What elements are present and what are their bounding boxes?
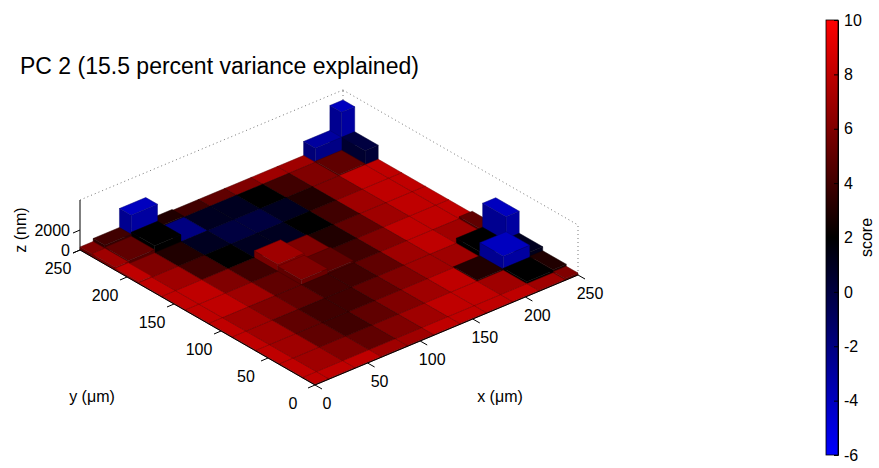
y-tick-label: 100 (186, 341, 213, 358)
colorbar-tick: -6 (834, 447, 858, 464)
colorbar-tick: 2 (834, 229, 853, 246)
colorbar-title: score (858, 218, 875, 257)
x-tick-label: 100 (419, 351, 446, 368)
z-tick-label: 2000 (34, 222, 70, 239)
x-tick (473, 319, 480, 323)
colorbar-tick-mark (834, 183, 838, 184)
z-tick (73, 230, 80, 233)
colorbar-tick-mark (834, 74, 838, 75)
colorbar-tick-label: -6 (844, 447, 858, 464)
colorbar-tick: -2 (834, 338, 858, 355)
x-tick (578, 275, 585, 279)
x-tick-label: 150 (471, 329, 498, 346)
colorbar-tick: 6 (834, 120, 853, 137)
z-tick (73, 250, 80, 253)
colorbar-tick: 8 (834, 66, 853, 83)
y-tick (167, 304, 174, 307)
cell-top (330, 100, 355, 112)
colorbar (826, 20, 838, 455)
y-tick-label: 250 (45, 260, 72, 277)
colorbar-tick-label: 10 (844, 12, 862, 29)
colorbar-tick-label: -2 (844, 338, 858, 355)
cell-top (342, 132, 379, 151)
colorbar-tick-label: 8 (844, 66, 853, 83)
y-axis-line (80, 250, 315, 385)
x-tick-label: 250 (577, 285, 604, 302)
z-tick-label: 0 (61, 242, 70, 259)
box (80, 90, 578, 275)
y-tick (73, 250, 80, 253)
colorbar-tick-label: 4 (844, 175, 853, 192)
colorbar-tick: -4 (834, 392, 858, 409)
y-axis-title: y (μm) (69, 388, 115, 405)
x-axis-line (315, 275, 578, 385)
y-tick (308, 385, 315, 388)
colorbar-tick-mark (834, 20, 838, 21)
y-tick-label: 50 (237, 368, 255, 385)
colorbar-tick-mark (834, 346, 838, 347)
cell-top (483, 198, 520, 217)
box-edge (80, 90, 343, 200)
colorbar-tick: 10 (834, 12, 862, 29)
colorbar-tick-mark (834, 238, 838, 239)
colorbar-tick-label: 0 (844, 283, 853, 300)
x-tick-label: 0 (323, 395, 332, 412)
x-tick (315, 385, 322, 389)
y-tick (120, 277, 127, 280)
axes: 05010015020025005010015020025002000 (34, 222, 603, 412)
cell-top (115, 263, 152, 282)
chart: PC 2 (15.5 percent variance explained) 0 5… (0, 0, 879, 468)
cell-top (92, 248, 129, 267)
title: PC 2 (15.5 percent variance explained) (20, 53, 419, 79)
x-tick-label: 50 (371, 373, 389, 390)
colorbar-tick-mark (834, 292, 838, 293)
z-axis-title: z (nm) (12, 207, 29, 252)
colorbar-tick-mark (834, 455, 838, 456)
surface (80, 100, 578, 385)
colorbar-tick-label: 6 (844, 120, 853, 137)
y-tick-label: 150 (139, 314, 166, 331)
colorbar-tick-mark (834, 129, 838, 130)
x-axis-title: x (μm) (477, 388, 523, 405)
x-tick (420, 341, 427, 345)
x-tick-label: 200 (524, 307, 551, 324)
y-tick (261, 358, 268, 361)
x-tick (525, 297, 532, 301)
cell-top (480, 232, 530, 257)
z-axis-line (80, 200, 81, 250)
colorbar-tick-label: 2 (844, 229, 853, 246)
y-tick-label: 0 (289, 395, 298, 412)
cell (303, 372, 328, 385)
colorbar-axis-line (834, 21, 839, 456)
colorbar-tick-label: -4 (844, 392, 858, 409)
cell-top (303, 372, 328, 384)
colorbar-tick: 0 (834, 283, 853, 300)
colorbar-tick: 4 (834, 175, 853, 192)
x-tick (368, 363, 375, 367)
colorbar-tick-mark (834, 401, 838, 402)
box-edge (578, 225, 579, 275)
y-tick-label: 200 (92, 287, 119, 304)
cell-top (119, 198, 157, 216)
cell-top (304, 131, 342, 149)
y-tick (214, 331, 221, 334)
